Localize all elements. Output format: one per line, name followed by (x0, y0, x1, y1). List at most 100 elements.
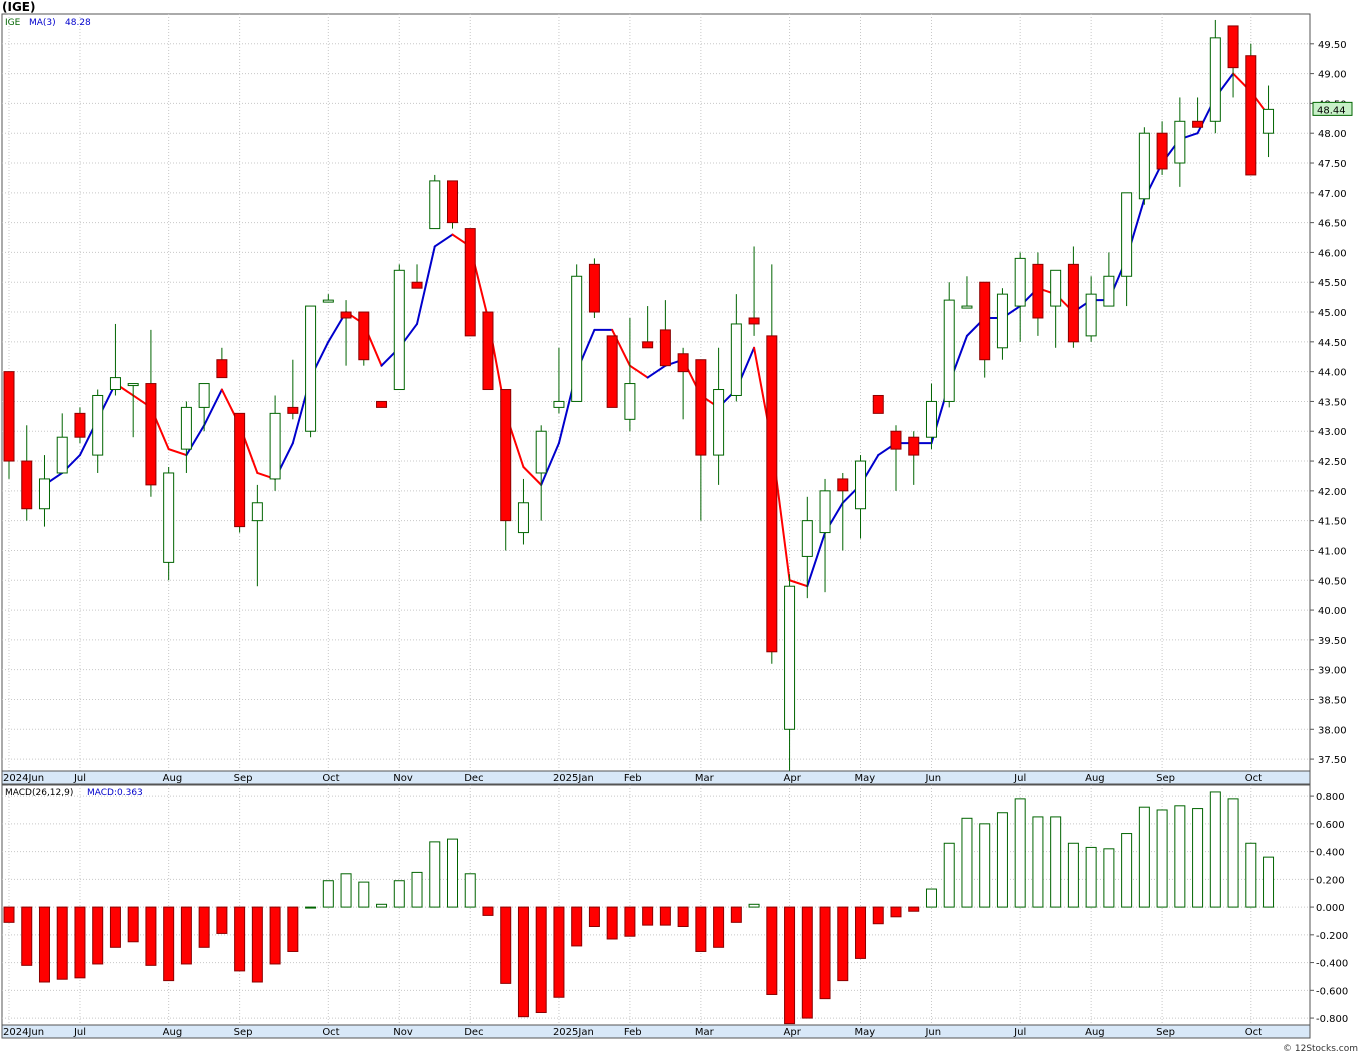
macd-y-tick-label: -0.200 (1316, 931, 1348, 942)
macd-bar-negative (21, 906, 33, 966)
candle-body (642, 341, 654, 349)
macd-bar-negative (145, 906, 157, 966)
macd-y-tick-label: 0.600 (1316, 820, 1345, 831)
price-x-axis-band (1, 770, 1311, 785)
price-x-tick-label: Jul (1013, 773, 1026, 784)
candle-body (322, 299, 334, 303)
candle-down (1156, 121, 1168, 175)
candle-down (340, 300, 352, 366)
candle-body (1085, 293, 1097, 337)
price-y-tick-label: 38.00 (1318, 725, 1347, 736)
price-y-tick-label: 37.50 (1318, 755, 1347, 766)
macd-bar-negative (837, 906, 849, 982)
price-x-tick-label: Aug (1085, 773, 1105, 784)
candle-body (358, 311, 370, 361)
candle-up (535, 425, 547, 521)
price-x-tick-label: May (855, 773, 876, 784)
macd-bar-positive (1121, 833, 1133, 908)
candle-body (393, 269, 405, 391)
page-title: (IGE) (2, 0, 35, 14)
macd-bar-negative (198, 906, 210, 948)
macd-bar-negative (766, 906, 778, 995)
candle-down (890, 425, 902, 491)
candle-down (677, 347, 689, 420)
price-y-tick-label: 38.50 (1318, 695, 1347, 706)
macd-x-tick-label: Aug (1085, 1027, 1105, 1038)
candle-body (198, 383, 210, 408)
macd-bar-negative (801, 906, 813, 1019)
candle-down (606, 335, 618, 408)
candle-down (145, 329, 157, 497)
candle-body (1103, 275, 1115, 307)
candle-up (624, 317, 636, 432)
candle-body (74, 412, 86, 438)
price-x-axis: 2024Jun Jul Aug Sep Oct Nov Dec 2025Jan Feb Mar Ap… (3, 773, 1262, 784)
candle-up (855, 455, 867, 539)
price-legend-ma-value: 48.28 (65, 18, 91, 28)
macd-bar-positive (1209, 791, 1221, 908)
macd-bar-negative (872, 906, 884, 925)
candle-up (393, 264, 405, 391)
macd-x-tick-label: Jun (924, 1027, 941, 1038)
macd-y-tick-label: -0.800 (1316, 1014, 1348, 1025)
candle-up (305, 305, 317, 438)
macd-bar-negative (92, 906, 104, 965)
price-y-tick-label: 39.50 (1318, 636, 1347, 647)
macd-bar-positive (1174, 805, 1186, 908)
macd-bar-negative (234, 906, 246, 972)
candle-down (447, 180, 458, 229)
candle-down (287, 359, 299, 420)
candle-body (1227, 25, 1239, 69)
macd-x-tick-label: 2025Jan (553, 1027, 594, 1038)
candle-up (92, 389, 104, 473)
candle-body (1067, 263, 1079, 343)
candle-body (553, 400, 565, 408)
macd-x-tick-label: Oct (1245, 1027, 1262, 1038)
candle-up (961, 276, 973, 309)
candle-body (127, 383, 139, 387)
watermark: © 12Stocks.com (1283, 1044, 1358, 1054)
macd-x-tick-label: Jul (1013, 1027, 1026, 1038)
macd-bar-positive (1138, 806, 1150, 908)
candle-down (1192, 97, 1204, 128)
price-x-tick-label: Jun (924, 773, 941, 784)
macd-bar-negative (588, 906, 600, 928)
candle-body (3, 371, 15, 462)
candle-body (21, 460, 33, 510)
price-x-tick-label: 2024Jun (3, 773, 44, 784)
candle-body (606, 335, 618, 408)
candle-body (38, 478, 50, 510)
macd-x-tick-label: Aug (163, 1027, 183, 1038)
candle-body (748, 317, 760, 325)
ma-segment (433, 233, 454, 248)
macd-bar-negative (269, 906, 281, 965)
macd-bar-negative (606, 906, 618, 940)
candle-up (38, 455, 50, 527)
price-y-tick-label: 43.50 (1318, 397, 1347, 408)
candle-up (571, 264, 583, 402)
candle-body (482, 311, 494, 391)
macd-bar-positive (376, 903, 388, 908)
macd-bar-negative (659, 906, 671, 926)
candle-body (1245, 55, 1257, 176)
price-x-tick-label: Nov (393, 773, 413, 784)
candle-body (1032, 263, 1044, 319)
candle-body (92, 394, 104, 456)
candle-body (872, 394, 884, 414)
price-x-tick-label: Sep (234, 773, 253, 784)
price-y-tick-label: 49.00 (1318, 70, 1347, 81)
candle-down (642, 306, 654, 349)
macd-bar-positive (943, 842, 955, 908)
price-y-tick-label: 43.00 (1318, 427, 1347, 438)
candle-down (1067, 246, 1079, 348)
candle-down (3, 371, 15, 479)
macd-x-tick-label: Sep (234, 1027, 253, 1038)
ma-segment (646, 364, 667, 379)
candle-body (588, 263, 600, 313)
macd-bar-negative (553, 906, 565, 998)
candle-up (1174, 97, 1186, 187)
candle-up (56, 413, 68, 474)
candle-up (801, 496, 813, 599)
macd-x-tick-label: Mar (695, 1027, 715, 1038)
macd-bar-negative (571, 906, 583, 947)
